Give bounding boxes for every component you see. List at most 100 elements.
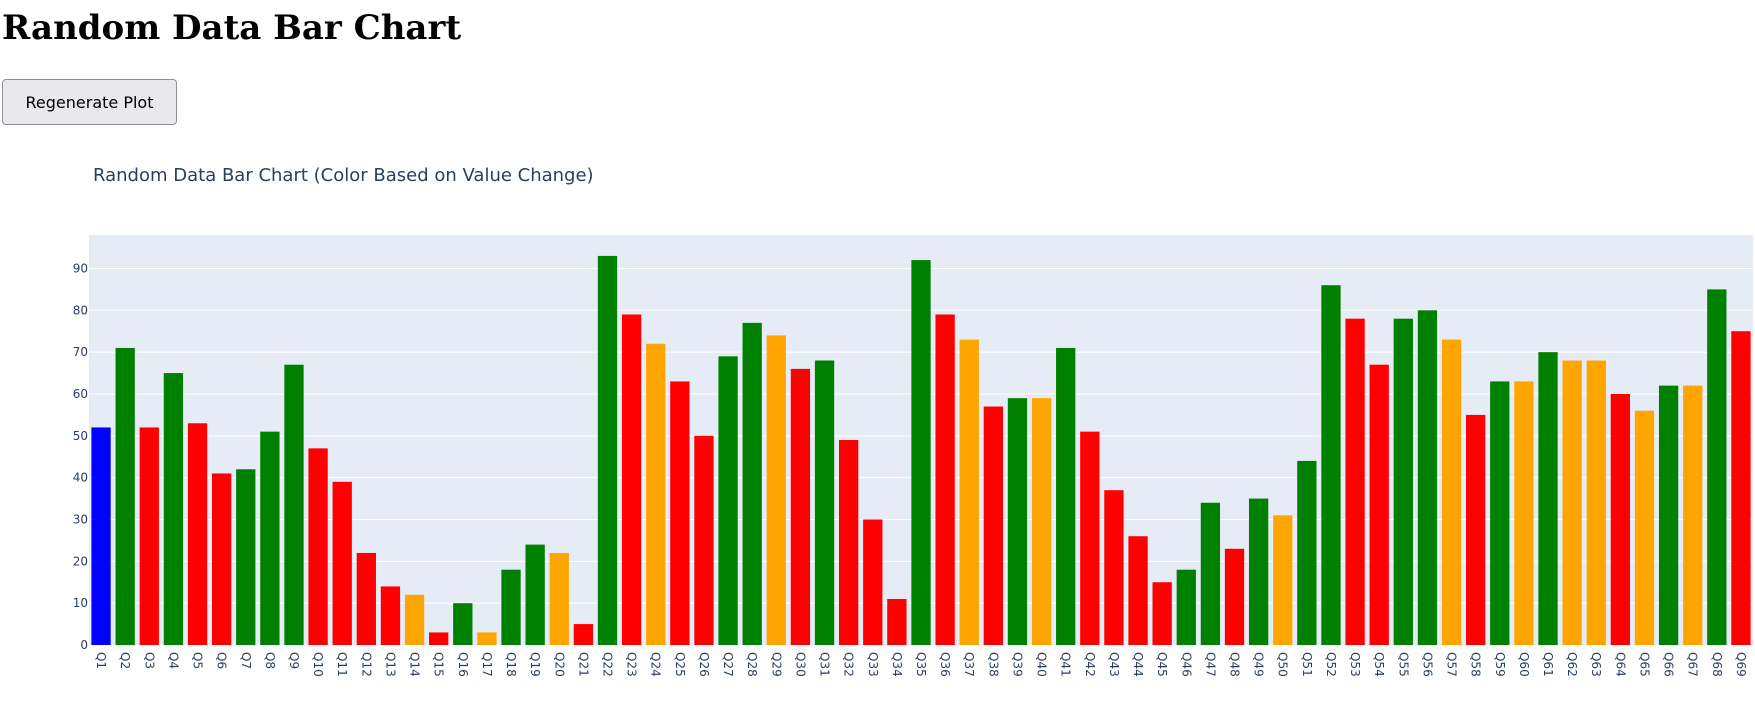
bar-q43 (1104, 490, 1124, 645)
bar-q31 (814, 360, 835, 645)
bar-q67 (1683, 385, 1703, 645)
x-tick-label: Q25 (673, 652, 687, 677)
x-tick-label: Q40 (1035, 652, 1049, 677)
x-tick-label: Q5 (191, 652, 205, 669)
x-tick-label: Q22 (600, 652, 614, 677)
bar-q68 (1707, 289, 1727, 645)
x-tick-label: Q60 (1517, 652, 1531, 677)
bar-q9 (284, 364, 304, 645)
bar-q58 (1466, 414, 1486, 645)
bars (91, 255, 1751, 645)
bar-q30 (790, 368, 811, 645)
bar-q47 (1200, 502, 1221, 645)
bar-q7 (236, 469, 256, 645)
bar-q3 (139, 427, 159, 645)
bar-q22 (597, 255, 618, 645)
bar-q57 (1441, 339, 1462, 645)
x-tick-label: Q13 (383, 652, 397, 677)
x-tick-label: Q56 (1420, 652, 1434, 677)
x-tick-label: Q54 (1372, 652, 1386, 677)
x-tick-label: Q28 (745, 652, 759, 677)
bar-q20 (549, 552, 569, 645)
bar-q17 (477, 632, 497, 645)
x-tick-label: Q49 (1252, 652, 1266, 677)
bar-q44 (1128, 536, 1148, 645)
x-tick-label: Q19 (528, 652, 542, 677)
bar-q39 (1007, 398, 1028, 645)
bar-q2 (115, 347, 135, 645)
bar-q52 (1321, 285, 1341, 645)
y-tick-label: 50 (73, 429, 88, 443)
bar-q50 (1273, 515, 1293, 645)
x-tick-label: Q64 (1613, 652, 1627, 677)
x-tick-label: Q29 (769, 652, 783, 677)
bar-q51 (1297, 460, 1317, 645)
bar-q23 (621, 314, 642, 645)
bar-q38 (983, 406, 1003, 645)
bar-q53 (1345, 318, 1365, 645)
bar-q29 (766, 335, 786, 645)
bar-q40 (1031, 398, 1052, 645)
bar-q24 (646, 343, 666, 645)
bar-q46 (1176, 569, 1196, 645)
x-tick-label: Q32 (842, 652, 856, 677)
bar-q66 (1658, 385, 1679, 645)
x-tick-label: Q45 (1155, 652, 1169, 677)
y-tick-label: 40 (73, 471, 88, 485)
x-tick-label: Q58 (1469, 652, 1483, 677)
x-tick-label: Q36 (938, 652, 952, 677)
bar-q62 (1562, 360, 1582, 645)
x-tick-label: Q17 (480, 652, 494, 677)
bar-q15 (429, 632, 449, 645)
x-tick-label: Q46 (1179, 652, 1193, 677)
bar-q55 (1393, 318, 1413, 645)
bar-q14 (404, 594, 425, 645)
x-tick-label: Q33 (866, 652, 880, 677)
bar-q13 (380, 586, 401, 645)
bar-q69 (1731, 331, 1751, 645)
bar-q41 (1056, 347, 1076, 645)
bar-q18 (501, 569, 521, 645)
y-tick-label: 60 (73, 387, 88, 401)
y-axis-ticks: 0 10 20 30 40 50 60 70 80 90 (73, 261, 88, 652)
x-tick-label: Q1 (94, 652, 108, 669)
x-tick-label: Q42 (1083, 652, 1097, 677)
bar-q36 (935, 314, 955, 645)
bar-q35 (911, 260, 931, 645)
regenerate-plot-button[interactable]: Regenerate Plot (2, 79, 177, 125)
x-tick-label: Q53 (1348, 652, 1362, 677)
chart-title: Random Data Bar Chart (Color Based on Va… (93, 165, 594, 186)
bar-q16 (453, 603, 473, 645)
x-tick-label: Q50 (1276, 652, 1290, 677)
y-tick-label: 80 (73, 303, 88, 317)
x-tick-label: Q8 (263, 652, 277, 669)
x-tick-label: Q66 (1662, 652, 1676, 677)
x-tick-label: Q4 (166, 652, 180, 669)
x-tick-label: Q11 (335, 652, 349, 677)
y-tick-label: 10 (73, 596, 88, 610)
bar-q12 (356, 552, 376, 645)
bar-q61 (1538, 352, 1558, 645)
x-tick-label: Q23 (625, 652, 639, 677)
x-tick-label: Q59 (1493, 652, 1507, 677)
x-tick-label: Q9 (287, 652, 301, 669)
x-tick-label: Q27 (721, 652, 735, 677)
x-tick-label: Q65 (1637, 652, 1651, 677)
x-tick-label: Q41 (1059, 652, 1073, 677)
x-tick-label: Q6 (215, 652, 229, 669)
x-axis-ticks: Q1 Q2 Q3 Q4 Q5 Q6 Q7 Q8 Q9 Q10 Q11 Q12 Q13 Q14 Q15 Q16 Q… (94, 652, 1748, 677)
x-tick-label: Q44 (1131, 652, 1145, 677)
bar-q42 (1080, 431, 1100, 645)
bar-q6 (211, 473, 232, 645)
x-tick-label: Q24 (649, 652, 663, 677)
bar-q65 (1634, 410, 1655, 645)
x-tick-label: Q35 (914, 652, 928, 677)
x-tick-label: Q48 (1228, 652, 1242, 677)
x-tick-label: Q18 (504, 652, 518, 677)
bar-q56 (1417, 310, 1438, 645)
x-tick-label: Q12 (359, 652, 373, 677)
bar-q63 (1586, 360, 1606, 645)
bar-q59 (1490, 381, 1510, 645)
x-tick-label: Q3 (142, 652, 156, 669)
bar-q60 (1514, 381, 1534, 645)
